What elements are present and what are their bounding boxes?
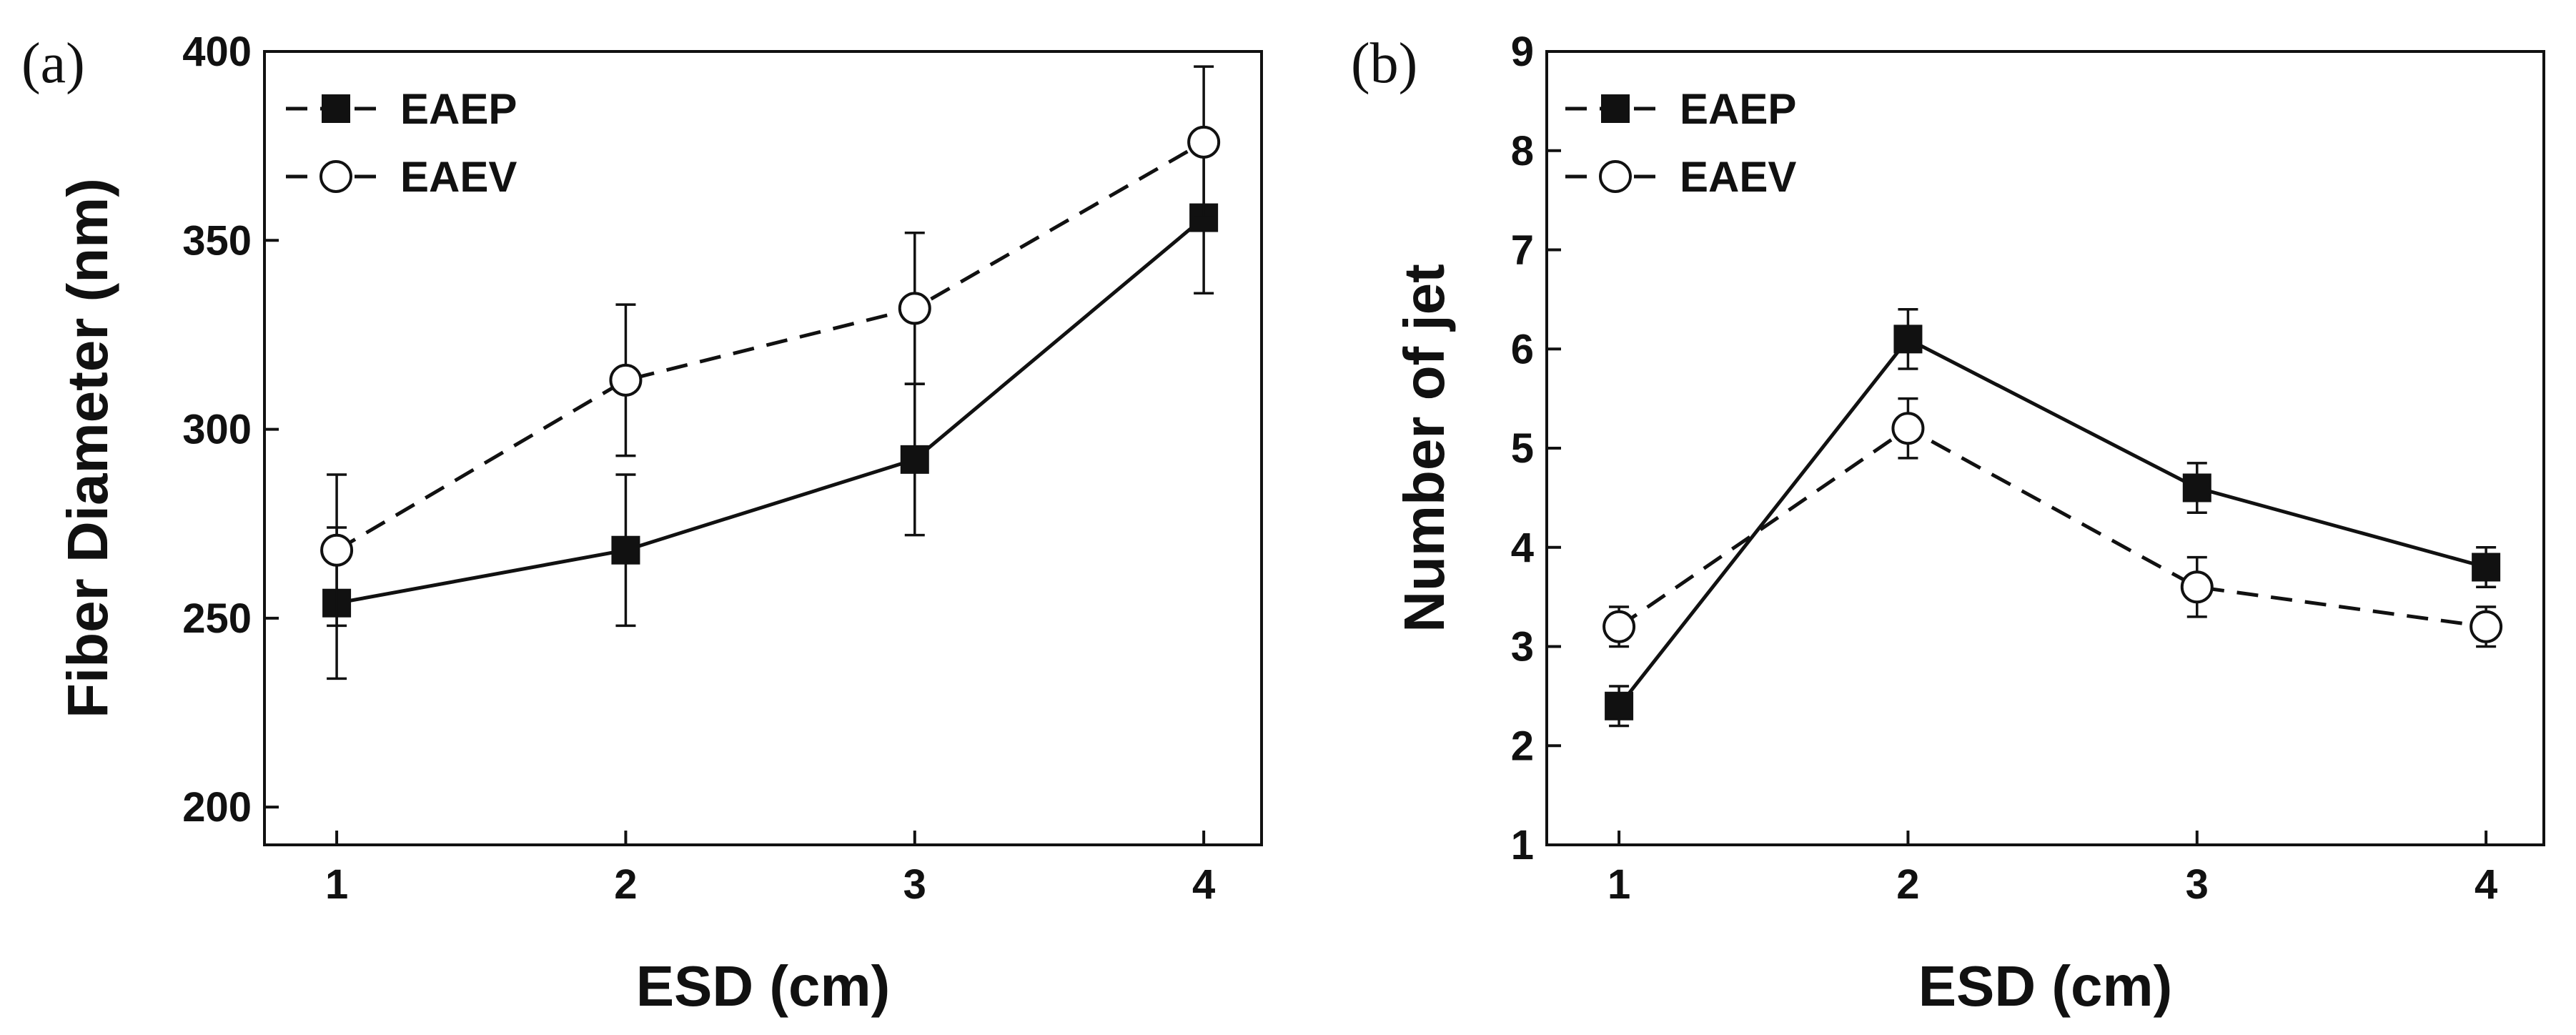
legend-marker xyxy=(1601,94,1630,123)
x-tick-label: 4 xyxy=(2475,861,2497,908)
legend-entry: EAEP xyxy=(1565,85,1796,133)
legend-entry: EAEP xyxy=(286,85,517,133)
data-point xyxy=(900,445,929,474)
data-point xyxy=(1605,691,1634,720)
data-point xyxy=(1893,325,1923,354)
x-tick-label: 1 xyxy=(325,861,348,908)
y-tick-label: 1 xyxy=(1511,822,1534,868)
legend-entry: EAEV xyxy=(286,153,517,201)
y-tick-label: 200 xyxy=(182,784,252,831)
y-tick-label: 300 xyxy=(182,407,252,453)
x-tick-label: 3 xyxy=(903,861,926,908)
data-point xyxy=(2472,553,2501,582)
series-eaev xyxy=(1602,397,2503,648)
chart-panel-1: 1 2 3 4 200 250 300 350 400 ESD (cm) Fiber Diamete… xyxy=(21,29,1263,1018)
data-point xyxy=(609,363,643,397)
series-line xyxy=(1618,426,2487,629)
x-tick-label: 3 xyxy=(2186,861,2209,908)
legend-marker xyxy=(1599,160,1632,193)
series-eaep xyxy=(1605,308,2501,728)
x-axis-title: ESD (cm) xyxy=(636,954,891,1018)
series-line xyxy=(335,140,1205,552)
legend-entry: EAEV xyxy=(1565,153,1796,201)
data-point xyxy=(2182,473,2211,502)
x-axis-title: ESD (cm) xyxy=(1918,954,2173,1018)
data-point xyxy=(1891,412,1925,445)
x-tick-label: 2 xyxy=(614,861,637,908)
y-tick-label: 6 xyxy=(1511,326,1534,372)
data-point xyxy=(1187,125,1221,159)
y-axis-title: Number of jet xyxy=(1392,264,1456,633)
y-tick-label: 4 xyxy=(1511,525,1534,571)
y-tick-label: 5 xyxy=(1511,425,1534,472)
legend-label: EAEV xyxy=(400,153,517,201)
legend-marker xyxy=(319,160,352,193)
series-line xyxy=(1618,337,2487,708)
series-eaev xyxy=(320,65,1221,628)
series-line xyxy=(336,216,1205,605)
data-point xyxy=(1602,610,1636,643)
data-point xyxy=(2180,570,2214,604)
data-point xyxy=(2470,610,2503,643)
chart-panel-2: 1 2 3 4 1 2 3 4 5 6 7 8 9 ESD (cm) Number of jet (b) EAE… xyxy=(1351,29,2545,1018)
x-tick-label: 2 xyxy=(1896,861,1919,908)
y-tick-label: 9 xyxy=(1511,29,1534,75)
data-point xyxy=(320,533,354,567)
y-tick-label: 7 xyxy=(1511,227,1534,274)
y-tick-label: 3 xyxy=(1511,624,1534,670)
data-point xyxy=(898,292,931,325)
panel-label: (b) xyxy=(1351,32,1417,95)
y-tick-label: 2 xyxy=(1511,723,1534,769)
x-tick-label: 4 xyxy=(1192,861,1215,908)
y-tick-label: 8 xyxy=(1511,128,1534,174)
y-axis-title: Fiber Diameter (nm) xyxy=(56,178,119,718)
panel-label: (a) xyxy=(21,32,85,95)
legend-marker xyxy=(322,94,350,123)
y-tick-label: 350 xyxy=(182,217,252,264)
y-tick-label: 400 xyxy=(182,29,252,75)
series-eaep xyxy=(322,141,1219,680)
legend-label: EAEP xyxy=(1680,85,1796,133)
y-tick-label: 250 xyxy=(182,595,252,642)
legend-label: EAEV xyxy=(1680,153,1796,201)
plot-frame xyxy=(263,50,1263,846)
data-point xyxy=(611,535,640,565)
legend-label: EAEP xyxy=(400,85,517,133)
x-tick-label: 1 xyxy=(1607,861,1630,908)
